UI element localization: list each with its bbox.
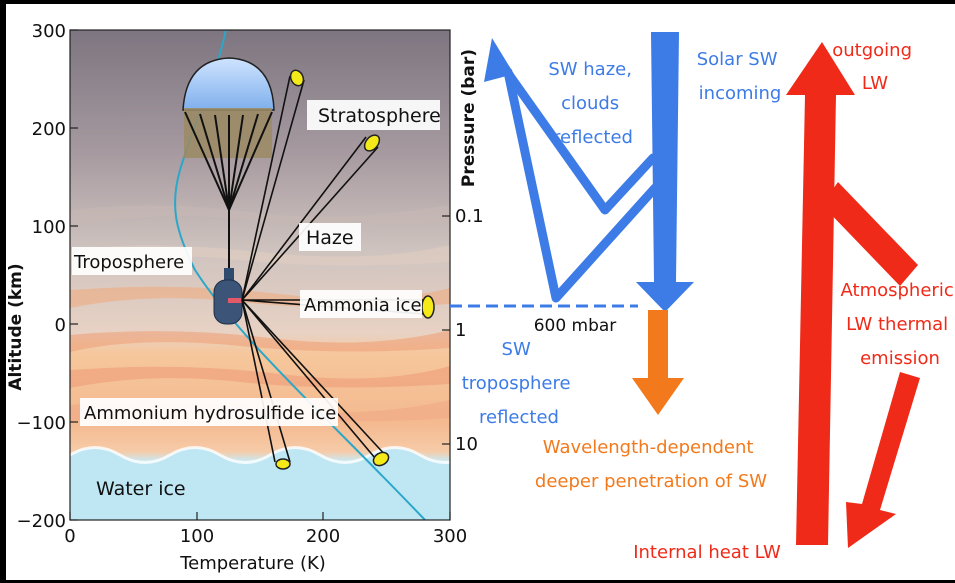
sw-reflected-arrowhead [484,38,514,82]
pressure-axis: 0.1 1 10 Pressure (bar) [442,49,484,455]
label-600-mbar: 600 mbar [534,316,617,336]
pressure-tick-label: 10 [455,434,478,455]
cloud-bands [70,205,450,422]
pressure-tick-label: 1 [455,320,466,341]
label-stratosphere: Stratosphere [318,105,441,127]
y-tick-label: −200 [17,511,66,532]
altitude-axis: 300 200 100 0 −100 −200 Altitude (km) [6,21,78,532]
probe-parachute [182,57,275,275]
label-haze: Haze [306,227,354,249]
x-tick-label: 100 [180,526,214,547]
y-tick-label: 300 [32,21,66,42]
label-troposphere: Troposphere [73,252,184,273]
solar-sw-incoming-arrow [636,32,694,312]
atmospheric-lw-branch [822,182,918,286]
label-internal-heat-lw: Internal heat LW [633,542,781,563]
atmospheric-lw-down-arrow [846,372,920,548]
x-tick-label: 0 [64,526,75,547]
y-tick-label: 200 [32,119,66,140]
y-axis-label: Altitude (km) [6,263,26,390]
sw-reflection-paths [495,57,660,303]
deeper-penetration-arrow [632,310,684,415]
pressure-tick-label: 0.1 [455,206,484,227]
outgoing-lw-arrow [786,42,855,545]
temperature-axis: 0 100 200 300 Temperature (K) [64,512,467,574]
label-sw-troposphere-reflected: SW troposphere reflected [462,339,577,428]
y-tick-label: 100 [32,217,66,238]
y-tick-label: 0 [55,315,66,336]
right-panel-labels: SW haze, clouds reflected Solar SW incom… [462,40,955,563]
y-tick-label: −100 [17,413,66,434]
water-ice-region [70,447,450,520]
probe-body [213,268,244,325]
x-axis-label: Temperature (K) [179,553,326,574]
label-atmospheric-lw-thermal-emission: Atmospheric LW thermal emission [841,280,955,369]
label-sw-haze-reflected: SW haze, clouds reflected [548,59,637,148]
label-ammonia-ice: Ammonia ice [304,295,422,316]
x-tick-label: 200 [306,526,340,547]
layer-labels: Stratosphere Haze Troposphere Ammonia ic… [72,100,441,500]
lw-arrows [786,42,920,548]
label-wavelength-dependent: Wavelength-dependent deeper penetration … [535,437,767,492]
x-tick-label: 300 [433,526,467,547]
plot-border [69,29,451,521]
label-outgoing-lw: outgoing LW [832,40,918,94]
label-solar-sw-incoming: Solar SW incoming [697,49,784,104]
pressure-axis-label: Pressure (bar) [459,49,479,187]
sight-line-ends [275,69,435,470]
label-ammonium-hydrosulfide-ice: Ammonium hydrosulfide ice [84,403,336,424]
label-water-ice: Water ice [96,478,186,500]
